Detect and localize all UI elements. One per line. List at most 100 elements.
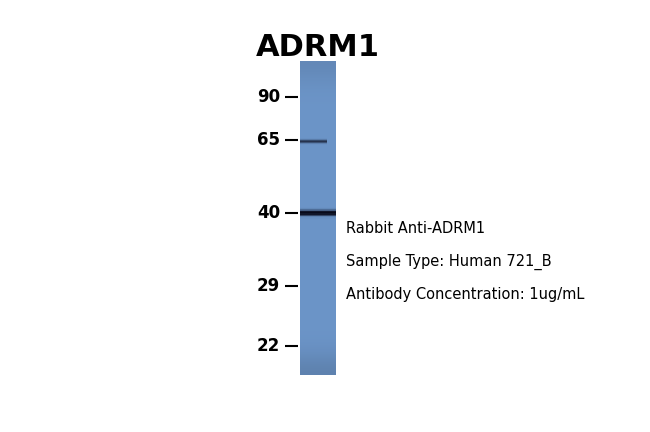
Bar <box>300 173 335 175</box>
Bar <box>300 203 335 204</box>
Bar <box>300 242 335 243</box>
Bar <box>300 123 335 124</box>
Bar <box>300 338 335 339</box>
Bar <box>300 89 335 90</box>
Bar <box>300 81 335 83</box>
Bar <box>300 140 335 141</box>
Bar <box>300 212 335 213</box>
Bar <box>300 159 335 161</box>
Bar <box>300 63 335 64</box>
Bar <box>300 283 335 284</box>
Bar <box>300 278 335 280</box>
Bar <box>300 116 335 117</box>
Bar <box>300 106 335 108</box>
Bar <box>300 83 335 85</box>
Bar <box>300 249 335 251</box>
Bar <box>300 78 335 79</box>
Bar <box>300 300 335 302</box>
Bar <box>300 199 335 200</box>
Bar <box>300 159 335 160</box>
Bar <box>300 202 335 203</box>
Bar <box>300 295 335 296</box>
Bar <box>300 187 335 189</box>
Bar <box>300 192 335 193</box>
Bar <box>300 64 335 65</box>
Bar <box>300 340 335 341</box>
Bar <box>300 143 335 144</box>
Bar <box>300 277 335 279</box>
Bar <box>300 224 335 226</box>
Bar <box>300 235 335 237</box>
Bar <box>300 104 335 105</box>
Bar <box>300 351 335 353</box>
Bar <box>300 240 335 241</box>
Bar <box>300 136 335 137</box>
Bar <box>300 260 335 262</box>
Bar <box>300 194 335 195</box>
Bar <box>300 348 335 349</box>
Bar <box>300 131 335 133</box>
Bar <box>300 187 335 188</box>
Bar <box>300 86 335 88</box>
Bar <box>300 214 335 215</box>
Bar <box>300 232 335 234</box>
Bar <box>300 342 335 343</box>
Bar <box>300 337 335 338</box>
Bar <box>300 200 335 201</box>
Bar <box>300 109 335 111</box>
Bar <box>300 166 335 167</box>
Bar <box>300 286 335 287</box>
Bar <box>300 153 335 155</box>
Bar <box>300 302 335 304</box>
Bar <box>300 227 335 229</box>
Bar <box>300 124 335 125</box>
Bar <box>300 137 335 139</box>
Bar <box>300 311 335 313</box>
Bar <box>300 165 335 166</box>
Bar <box>300 330 335 332</box>
Bar <box>300 210 335 211</box>
Text: Rabbit Anti-ADRM1: Rabbit Anti-ADRM1 <box>346 221 485 235</box>
Bar <box>300 168 335 169</box>
Bar <box>300 223 335 224</box>
Bar <box>300 219 335 220</box>
Bar <box>300 223 335 224</box>
Bar <box>300 218 335 219</box>
Bar <box>300 195 335 196</box>
Bar <box>300 139 335 140</box>
Bar <box>300 366 335 367</box>
Bar <box>300 343 335 344</box>
Bar <box>300 69 335 70</box>
Bar <box>300 266 335 267</box>
Bar <box>300 97 335 98</box>
Bar <box>300 204 335 205</box>
Bar <box>300 328 335 330</box>
Text: 29: 29 <box>257 277 280 295</box>
Bar <box>300 99 335 100</box>
Bar <box>300 221 335 222</box>
Bar <box>300 121 335 122</box>
Bar <box>300 216 335 217</box>
Bar <box>300 310 335 311</box>
Bar <box>300 126 335 127</box>
Bar <box>300 273 335 274</box>
Bar <box>300 91 335 92</box>
Bar <box>300 203 335 205</box>
Bar <box>300 179 335 181</box>
Bar <box>300 280 335 281</box>
Bar <box>300 152 335 153</box>
Bar <box>300 84 335 86</box>
Bar <box>300 164 335 165</box>
Bar <box>300 80 335 82</box>
Bar <box>300 89 335 91</box>
Bar <box>300 214 335 215</box>
Bar <box>300 252 335 254</box>
Bar <box>300 167 335 168</box>
Bar <box>300 103 335 105</box>
Text: 65: 65 <box>257 131 280 149</box>
Bar <box>300 144 335 145</box>
Bar <box>300 339 335 340</box>
Bar <box>300 70 335 71</box>
Bar <box>300 361 335 362</box>
Bar <box>300 205 335 206</box>
